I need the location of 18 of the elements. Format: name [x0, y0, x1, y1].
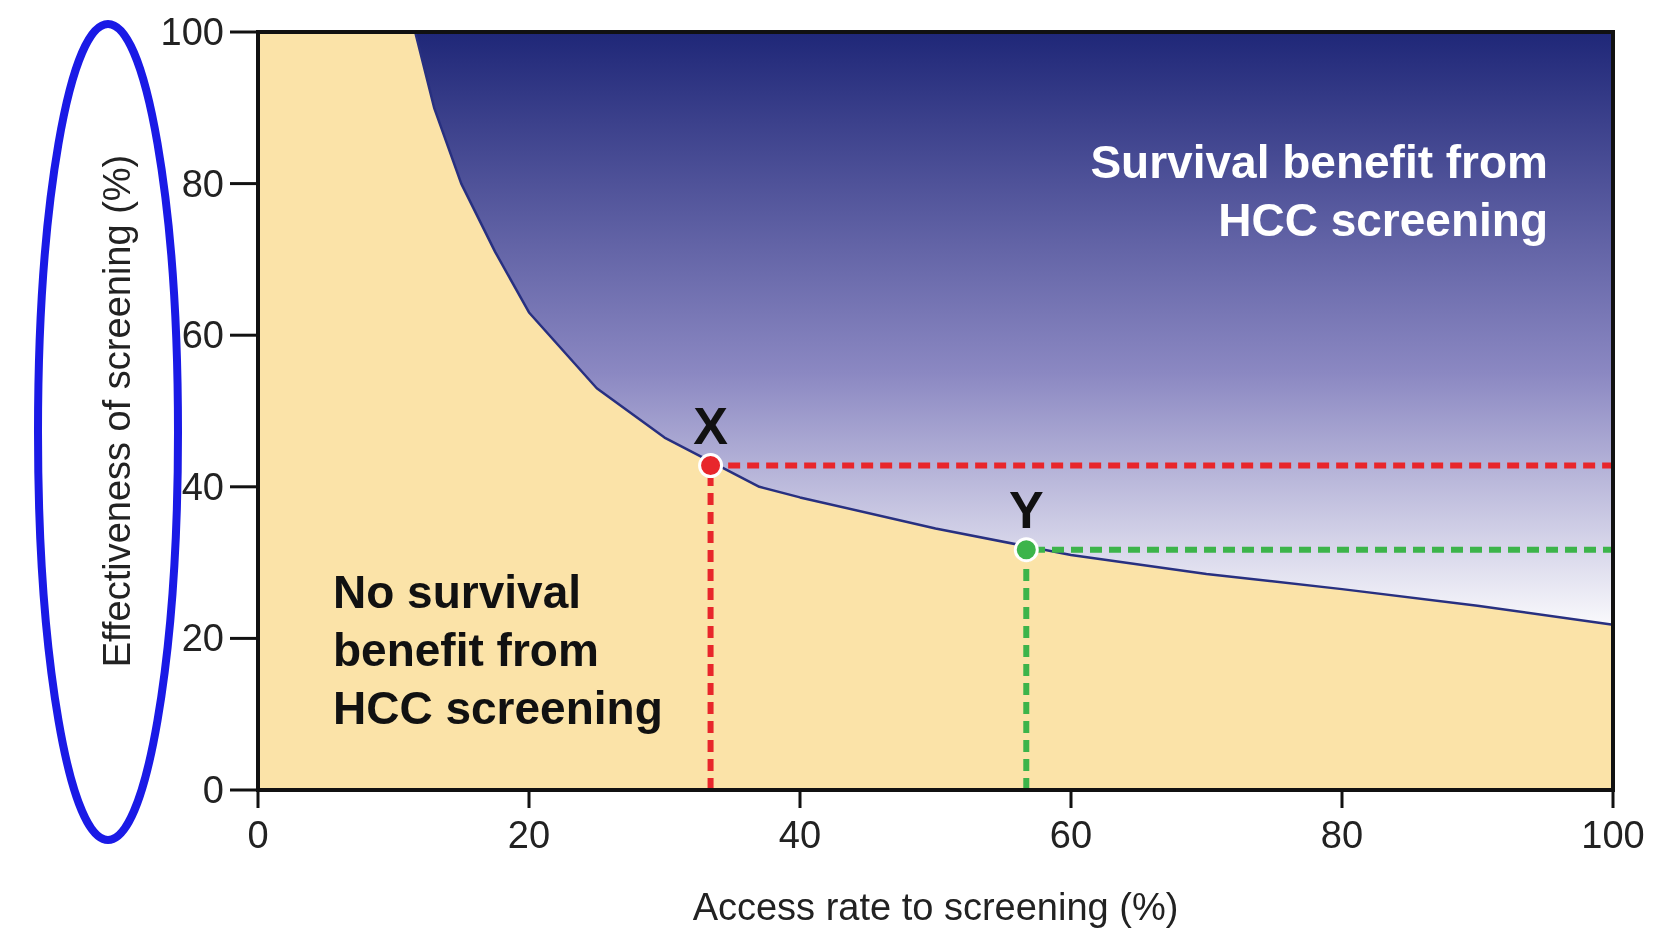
y-tick-label: 0 [202, 769, 224, 811]
y-tick-label: 20 [181, 617, 224, 660]
x-tick-label: 20 [507, 814, 551, 856]
annotation: No survival benefit from HCC screening [333, 566, 663, 734]
y-tick-label: 60 [181, 314, 224, 357]
x-tick-label: 0 [247, 814, 269, 856]
x-tick-label: 40 [778, 814, 822, 856]
annotation: X [693, 396, 729, 455]
annotation: Survival benefit from HCC screening [1090, 136, 1548, 246]
x-tick-label: 100 [1581, 814, 1645, 856]
x-tick-label: 60 [1049, 814, 1093, 856]
annotation: Y [1008, 480, 1044, 539]
y-tick-label: 100 [160, 11, 224, 53]
y-tick-label: 40 [181, 465, 224, 508]
x-tick-label: 80 [1320, 814, 1364, 856]
x-axis-title: Access rate to screening (%) [692, 886, 1179, 928]
y-axis-title: Effectiveness of screening (%) [96, 154, 138, 668]
y-tick-label: 80 [181, 162, 224, 205]
